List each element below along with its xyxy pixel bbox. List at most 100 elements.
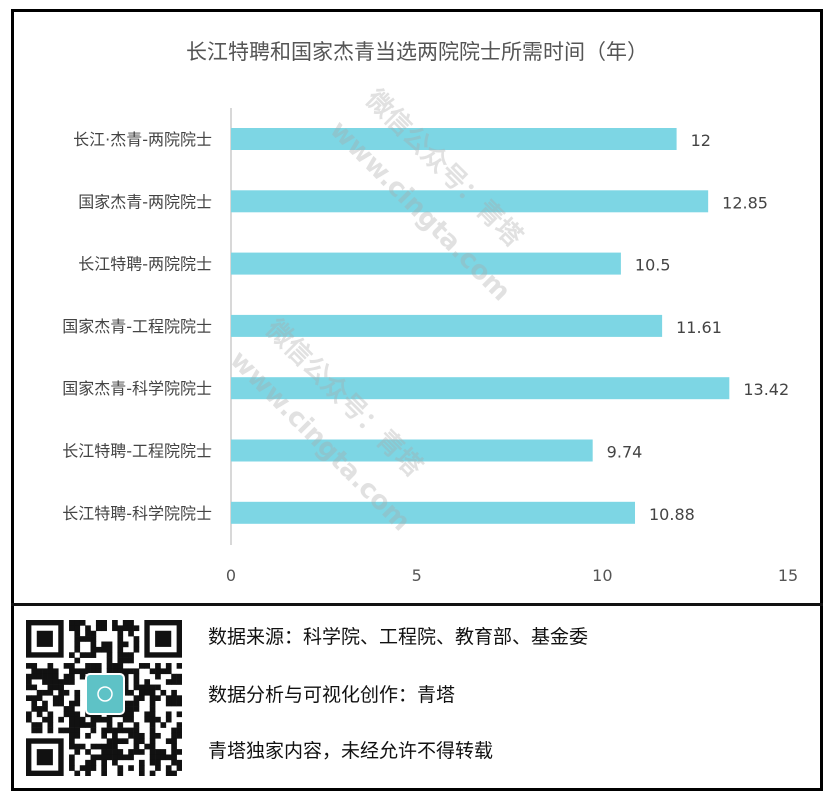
qr-module (112, 754, 118, 761)
qr-module (117, 663, 124, 669)
qr-module (112, 620, 118, 626)
qr-module (47, 679, 54, 685)
qr-module (74, 727, 81, 734)
qr-module (122, 727, 129, 734)
qr-module (122, 700, 129, 707)
qr-module (149, 754, 156, 761)
qr-module (95, 646, 102, 653)
qr-module (106, 722, 113, 728)
qr-module (58, 727, 64, 734)
qr-module (74, 625, 81, 632)
qr-module (128, 727, 134, 734)
qr-module (90, 722, 97, 728)
qr-module (69, 673, 75, 680)
qr-module (122, 657, 129, 664)
qr-module (133, 727, 140, 734)
qr-module (165, 663, 172, 669)
qr-module (36, 695, 43, 701)
qr-module (69, 732, 75, 739)
qr-module (42, 689, 48, 696)
qr-module (112, 738, 118, 745)
qr-module (36, 668, 43, 675)
qr-module (144, 743, 151, 750)
qr-module (117, 646, 124, 653)
qr-module (112, 727, 118, 734)
qr-module (47, 668, 54, 675)
qr-module (171, 749, 177, 755)
qr-module (128, 700, 134, 707)
qr-module (171, 759, 177, 766)
qr-module (69, 679, 75, 685)
qr-module (165, 754, 172, 761)
qr-module (63, 711, 70, 718)
qr-module (133, 625, 140, 632)
qr-module (31, 700, 38, 707)
qr-module (101, 641, 107, 648)
qr-module (101, 625, 107, 632)
qr-module (101, 732, 107, 739)
qr-module (31, 695, 38, 701)
qr-module (90, 743, 97, 750)
qr-module (160, 689, 167, 696)
qr-module (58, 679, 64, 685)
qr-module (138, 759, 145, 766)
qr-module (122, 620, 129, 626)
qr-module (117, 765, 124, 771)
qr-module (90, 641, 97, 648)
qr-module (133, 673, 140, 680)
qr-module (74, 668, 81, 675)
qr-module (52, 668, 59, 675)
qr-module (112, 625, 118, 632)
qr-module (79, 636, 86, 642)
qr-module (133, 646, 140, 653)
qr-module (69, 625, 75, 632)
qr-module (106, 743, 113, 750)
qr-module (69, 743, 75, 750)
qr-module (176, 700, 182, 707)
qr-module (160, 749, 167, 755)
qr-module (47, 684, 54, 691)
data-label: 13.42 (743, 380, 789, 399)
qr-module (31, 668, 38, 675)
qr-module (85, 770, 91, 776)
qr-module (31, 684, 38, 691)
qr-module (128, 625, 134, 632)
qr-module (36, 689, 43, 696)
x-tick-label: 15 (778, 566, 798, 585)
qr-module (47, 722, 54, 728)
qr-module (36, 722, 43, 728)
qr-module (165, 695, 172, 701)
qr-module (128, 652, 134, 658)
qr-module (155, 749, 161, 755)
qr-module (90, 727, 97, 734)
qr-module (117, 630, 124, 637)
bar (231, 377, 730, 400)
qr-module (176, 727, 182, 734)
bar-chart: 长江·杰青-两院院士 12 国家杰青-两院院士 12.85 长江特聘-两院院士 10.5 国… (62, 108, 798, 585)
qr-module (90, 759, 97, 766)
qr-module (149, 668, 156, 675)
x-tick-label: 0 (226, 566, 236, 585)
qr-module (52, 673, 59, 680)
qr-module (122, 625, 129, 632)
qr-module (58, 689, 64, 696)
qr-module (69, 620, 75, 626)
category-label: 长江特聘-工程院院士 (62, 442, 212, 461)
qr-module (101, 765, 107, 771)
qr-module (69, 663, 75, 669)
qr-module (79, 652, 86, 658)
qr-module (155, 716, 161, 723)
qr-module (171, 679, 177, 685)
qr-module (133, 695, 140, 701)
qr-module (117, 738, 124, 745)
qr-module (79, 668, 86, 675)
qr-module (176, 679, 182, 685)
qr-module (90, 636, 97, 642)
qr-module (112, 759, 118, 766)
qr-module (165, 679, 172, 685)
qr-module (42, 673, 48, 680)
qr-module (31, 673, 38, 680)
qr-module (42, 679, 48, 685)
qr-module (85, 663, 91, 669)
qr-module (149, 700, 156, 707)
